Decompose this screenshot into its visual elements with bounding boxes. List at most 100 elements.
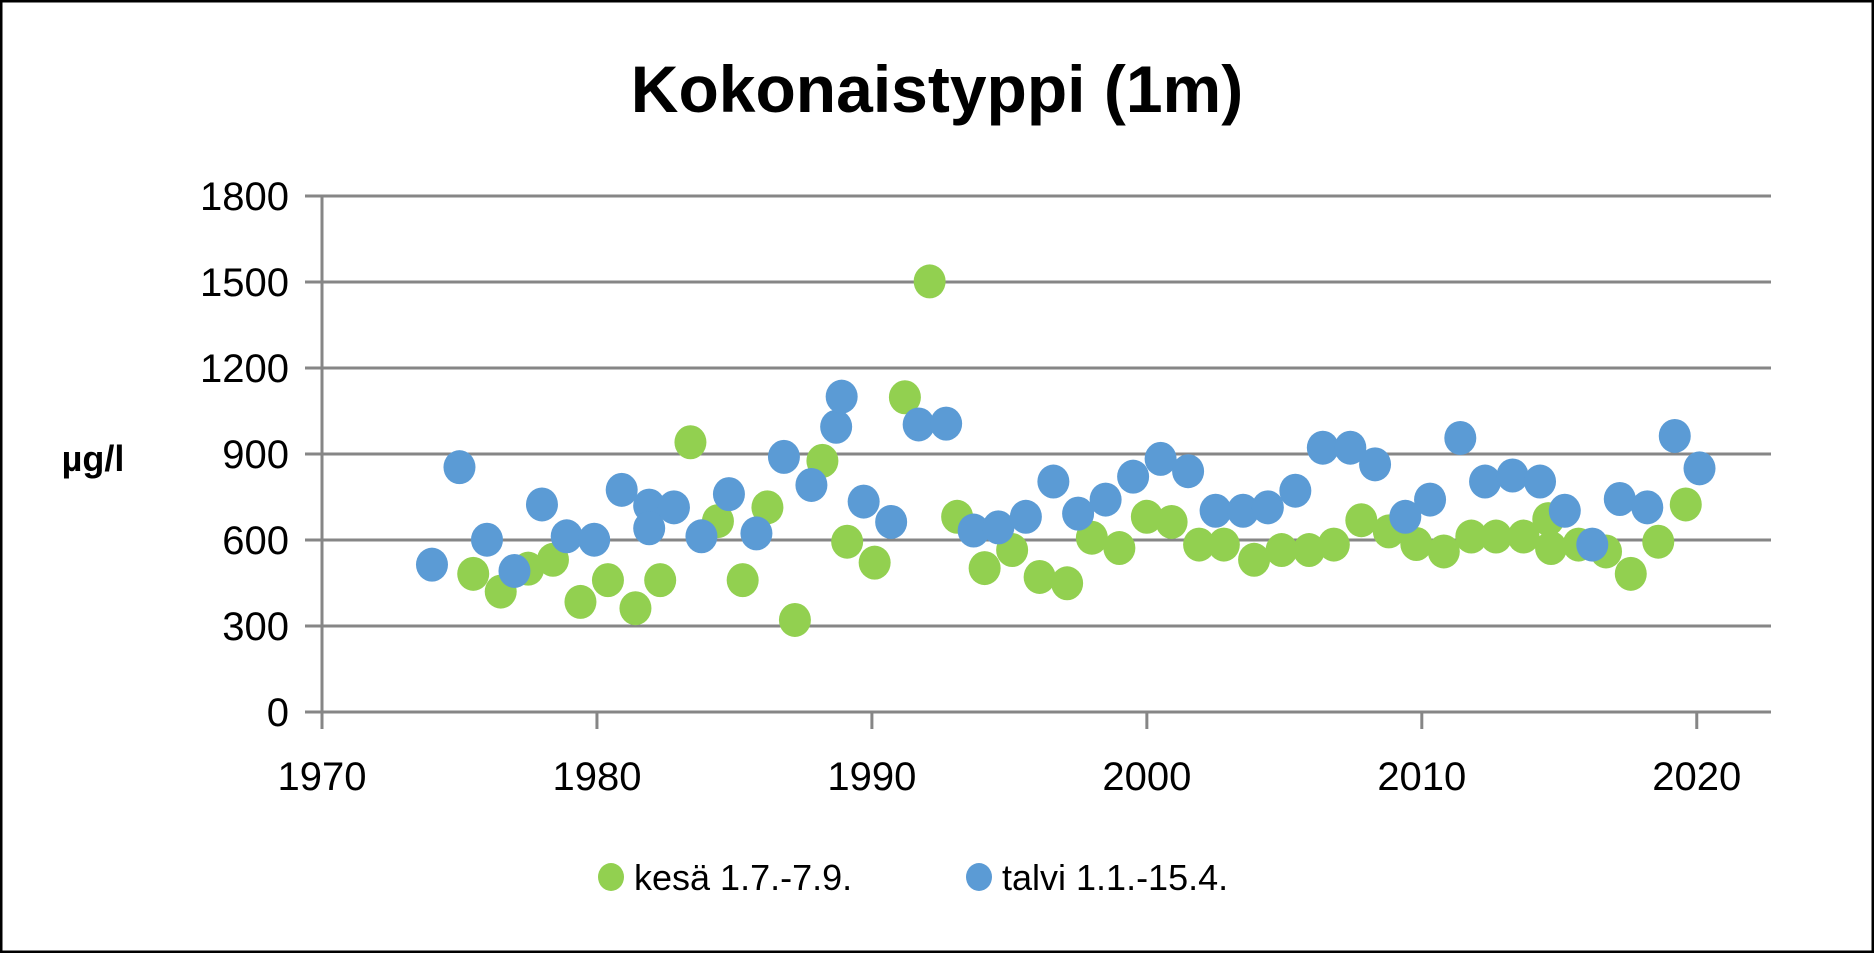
data-point	[1524, 464, 1557, 499]
data-point	[913, 264, 946, 299]
data-point	[1400, 527, 1433, 562]
y-tick-label: 1200	[200, 347, 289, 391]
data-point	[1009, 499, 1042, 534]
x-tick-label: 1970	[278, 755, 367, 799]
data-point	[1548, 493, 1581, 528]
data-point	[1227, 493, 1260, 528]
data-point	[1642, 524, 1675, 559]
data-point	[415, 547, 448, 582]
data-point	[1334, 430, 1367, 465]
data-point	[1144, 441, 1177, 476]
data-point	[498, 553, 531, 588]
legend-marker	[966, 863, 992, 891]
legend-label: talvi 1.1.-15.4.	[1002, 857, 1228, 898]
x-tick-label: 2000	[1102, 755, 1191, 799]
data-point	[1317, 527, 1350, 562]
data-point	[457, 556, 490, 591]
data-point	[1345, 503, 1378, 538]
data-point	[1238, 542, 1271, 577]
data-point	[1389, 499, 1422, 534]
data-point	[633, 511, 666, 546]
data-point	[751, 490, 784, 525]
data-point	[930, 406, 963, 441]
data-point	[1103, 531, 1136, 566]
data-point	[740, 516, 773, 551]
data-point	[1293, 533, 1326, 568]
data-point	[825, 379, 858, 414]
x-tick-label: 1980	[552, 755, 641, 799]
data-point	[1480, 519, 1513, 554]
data-point	[1037, 464, 1070, 499]
data-point	[858, 545, 891, 580]
data-point	[1207, 527, 1240, 562]
y-tick-label: 1500	[200, 261, 289, 305]
data-point	[1279, 473, 1312, 508]
data-point	[1251, 490, 1284, 525]
data-point	[657, 490, 690, 525]
data-point	[875, 504, 908, 539]
chart-title: Kokonaistyppi (1m)	[631, 52, 1243, 126]
y-axis-label: µg/l	[62, 438, 125, 479]
data-point	[1669, 487, 1702, 522]
y-tick-label: 900	[222, 433, 289, 477]
y-tick-label: 600	[222, 519, 289, 563]
data-point	[1658, 418, 1691, 453]
data-point	[1631, 490, 1664, 525]
legend: kesä 1.7.-7.9. talvi 1.1.-15.4.	[598, 857, 1228, 898]
data-point	[1427, 534, 1460, 569]
data-point	[591, 563, 624, 598]
data-point	[1199, 493, 1232, 528]
data-point	[443, 450, 476, 485]
data-point	[726, 563, 759, 598]
data-point	[1023, 559, 1056, 594]
legend-label: kesä 1.7.-7.9.	[634, 857, 852, 898]
y-tick-label: 0	[267, 691, 289, 735]
data-point	[578, 522, 611, 557]
data-point	[1683, 451, 1716, 486]
data-point	[831, 524, 864, 559]
data-point	[1414, 482, 1447, 517]
data-point	[767, 439, 800, 474]
series-talvi	[415, 379, 1716, 588]
data-point	[795, 467, 828, 502]
data-point	[1603, 482, 1636, 517]
legend-marker	[598, 863, 624, 891]
data-point	[888, 380, 921, 415]
data-point	[564, 584, 597, 619]
data-point	[1183, 527, 1216, 562]
data-point	[605, 472, 638, 507]
data-point	[1089, 482, 1122, 517]
data-point	[1444, 420, 1477, 455]
data-point	[957, 513, 990, 548]
data-point	[1172, 454, 1205, 489]
data-point	[674, 425, 707, 460]
data-point	[1051, 566, 1084, 601]
data-point	[1469, 464, 1502, 499]
data-point	[1496, 458, 1529, 493]
data-point	[470, 522, 503, 557]
x-tick-label: 2010	[1377, 755, 1466, 799]
data-point	[644, 563, 677, 598]
data-point	[1455, 519, 1488, 554]
data-point	[982, 510, 1015, 545]
data-point	[1359, 447, 1392, 482]
data-point	[1130, 499, 1163, 534]
data-point	[1535, 531, 1568, 566]
data-point	[968, 551, 1001, 586]
data-point	[1507, 519, 1540, 554]
data-point	[1062, 496, 1095, 531]
data-point	[712, 477, 745, 512]
data-point	[902, 407, 935, 442]
data-point	[619, 591, 652, 626]
data-point	[820, 409, 853, 444]
x-tick-label: 2020	[1652, 755, 1741, 799]
data-point	[1265, 533, 1298, 568]
data-point	[685, 519, 718, 554]
y-tick-label: 300	[222, 605, 289, 649]
data-point	[1614, 556, 1647, 591]
data-point	[778, 602, 811, 637]
data-point	[1576, 527, 1609, 562]
data-point	[847, 484, 880, 519]
